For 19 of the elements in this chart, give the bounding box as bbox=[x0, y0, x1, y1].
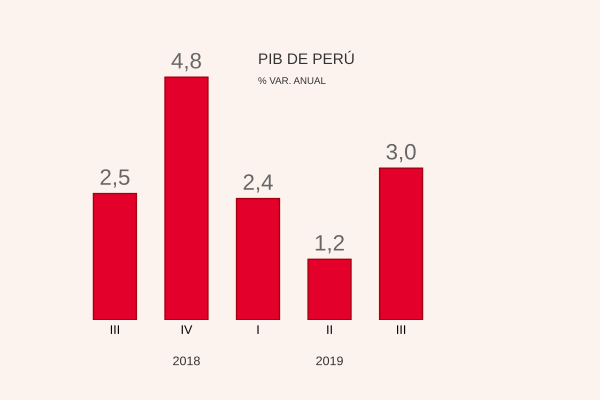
bar bbox=[378, 168, 424, 320]
text: 2019 bbox=[316, 356, 343, 366]
x-tick-label: III bbox=[110, 325, 119, 334]
data-label: 2,5 bbox=[100, 169, 130, 188]
data-label: 3,0 bbox=[386, 144, 416, 162]
x-tick-label: IV bbox=[182, 325, 192, 334]
chart-title: PIB DE PERÚ bbox=[259, 50, 354, 64]
chart-subtitle: % VAR. ANUAL bbox=[258, 77, 326, 84]
x-tick-label: III bbox=[397, 325, 406, 334]
bar bbox=[307, 258, 352, 320]
data-label: 4,8 bbox=[172, 52, 201, 72]
bar bbox=[92, 192, 138, 320]
text: 2018 bbox=[173, 356, 200, 366]
bar bbox=[236, 198, 280, 320]
x-tick-label: I bbox=[257, 325, 259, 334]
x-tick-label: II bbox=[327, 325, 332, 334]
bar bbox=[164, 76, 209, 320]
data-label: 1,2 bbox=[316, 234, 344, 254]
data-label: 2,4 bbox=[244, 174, 273, 193]
